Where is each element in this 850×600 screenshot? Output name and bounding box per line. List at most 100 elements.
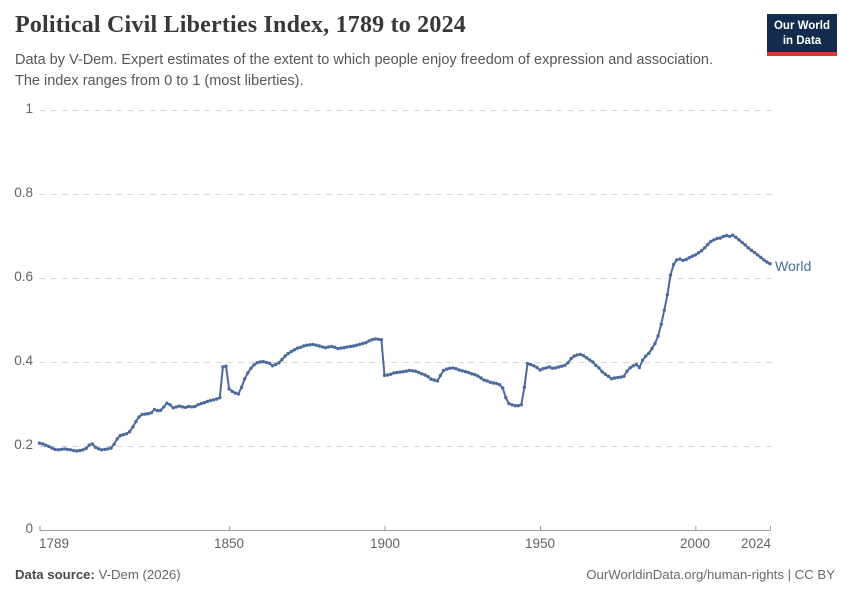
data-point-marker[interactable] [376, 337, 380, 341]
data-point-marker[interactable] [435, 379, 440, 383]
data-point-marker[interactable] [535, 365, 539, 370]
data-point-marker[interactable] [597, 366, 601, 370]
data-point-marker[interactable] [448, 366, 452, 370]
data-point-marker[interactable] [134, 419, 138, 424]
data-point-marker[interactable] [302, 344, 306, 348]
data-point-marker[interactable] [765, 260, 769, 264]
data-point-marker[interactable] [525, 362, 530, 366]
data-point-marker[interactable] [389, 372, 393, 376]
data-point-marker[interactable] [420, 372, 424, 376]
data-point-marker[interactable] [423, 373, 427, 377]
data-point-marker[interactable] [659, 322, 663, 326]
data-point-marker[interactable] [547, 365, 551, 369]
data-point-marker[interactable] [600, 370, 604, 374]
data-point-marker[interactable] [737, 238, 741, 242]
data-point-marker[interactable] [81, 448, 85, 452]
data-point-marker[interactable] [258, 360, 262, 364]
data-point-marker[interactable] [358, 342, 362, 347]
data-point-marker[interactable] [75, 449, 79, 453]
data-point-marker[interactable] [270, 364, 275, 368]
data-point-marker[interactable] [746, 246, 750, 250]
data-point-marker[interactable] [541, 367, 545, 371]
data-point-marker[interactable] [168, 403, 172, 407]
data-point-marker[interactable] [72, 448, 76, 453]
data-point-marker[interactable] [342, 346, 346, 350]
data-point-marker[interactable] [438, 373, 443, 378]
data-point-marker[interactable] [675, 258, 679, 262]
data-point-marker[interactable] [584, 356, 589, 360]
data-point-marker[interactable] [740, 240, 744, 244]
data-point-marker[interactable] [50, 446, 54, 450]
data-point-marker[interactable] [243, 377, 247, 381]
data-point-marker[interactable] [457, 368, 461, 372]
data-point-marker[interactable] [87, 443, 91, 447]
data-point-marker[interactable] [106, 447, 110, 451]
data-point-marker[interactable] [401, 370, 405, 374]
data-point-marker[interactable] [594, 363, 598, 368]
data-point-marker[interactable] [155, 409, 160, 413]
data-point-marker[interactable] [721, 234, 726, 239]
data-point-marker[interactable] [283, 354, 287, 358]
data-point-marker[interactable] [681, 258, 685, 263]
data-point-marker[interactable] [581, 354, 586, 358]
data-point-marker[interactable] [532, 364, 536, 368]
data-point-marker[interactable] [124, 432, 129, 436]
data-point-marker[interactable] [706, 242, 710, 247]
data-point-marker[interactable] [426, 375, 430, 379]
data-point-marker[interactable] [323, 346, 328, 350]
data-point-marker[interactable] [165, 401, 169, 405]
data-point-marker[interactable] [550, 366, 555, 370]
data-point-marker[interactable] [370, 338, 374, 342]
data-point-marker[interactable] [386, 373, 390, 377]
data-point-marker[interactable] [709, 239, 713, 244]
data-point-marker[interactable] [768, 262, 772, 266]
data-point-marker[interactable] [712, 238, 716, 242]
data-point-marker[interactable] [112, 442, 116, 446]
data-point-marker[interactable] [351, 344, 356, 348]
data-point-marker[interactable] [395, 370, 399, 375]
data-point-marker[interactable] [339, 346, 343, 350]
data-point-marker[interactable] [640, 358, 645, 362]
data-point-marker[interactable] [622, 374, 626, 378]
data-point-marker[interactable] [121, 433, 126, 437]
data-point-marker[interactable] [678, 257, 682, 261]
data-point-marker[interactable] [255, 361, 259, 365]
data-point-marker[interactable] [218, 396, 222, 400]
data-point-marker[interactable] [100, 448, 104, 452]
data-point-marker[interactable] [311, 342, 315, 347]
data-point-marker[interactable] [177, 404, 182, 408]
data-point-marker[interactable] [463, 370, 468, 374]
data-point-marker[interactable] [563, 363, 567, 368]
data-point-marker[interactable] [603, 372, 607, 376]
data-point-marker[interactable] [62, 447, 67, 451]
data-point-marker[interactable] [544, 366, 548, 370]
data-point-marker[interactable] [762, 258, 766, 262]
data-point-marker[interactable] [230, 389, 234, 394]
data-point-marker[interactable] [501, 386, 505, 390]
data-point-marker[interactable] [103, 447, 107, 452]
data-point-marker[interactable] [718, 236, 722, 240]
data-point-marker[interactable] [519, 403, 523, 407]
data-point-marker[interactable] [84, 446, 88, 451]
data-point-marker[interactable] [454, 367, 458, 371]
data-point-marker[interactable] [476, 374, 480, 378]
data-point-marker[interactable] [417, 370, 421, 375]
data-point-marker[interactable] [317, 344, 321, 348]
data-point-marker[interactable] [382, 373, 387, 378]
owid-link-text[interactable]: OurWorldinData.org/human-rights | CC BY [586, 567, 835, 582]
data-point-marker[interactable] [491, 381, 495, 385]
data-point-marker[interactable] [336, 346, 340, 351]
data-point-marker[interactable] [152, 407, 157, 412]
data-point-marker[interactable] [236, 392, 241, 396]
data-point-marker[interactable] [497, 383, 502, 387]
data-point-marker[interactable] [364, 341, 368, 345]
data-point-marker[interactable] [348, 344, 353, 349]
data-point-marker[interactable] [410, 369, 415, 373]
data-point-marker[interactable] [528, 362, 533, 367]
data-point-marker[interactable] [233, 391, 237, 395]
data-point-marker[interactable] [205, 399, 210, 404]
data-point-marker[interactable] [333, 345, 337, 349]
data-point-marker[interactable] [441, 368, 446, 373]
data-point-marker[interactable] [292, 348, 297, 352]
data-point-marker[interactable] [572, 354, 576, 358]
